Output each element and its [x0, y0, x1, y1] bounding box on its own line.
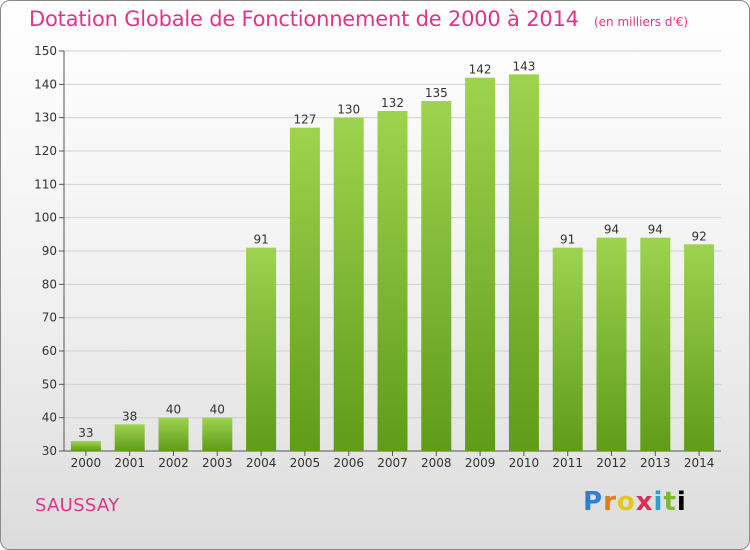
bar-value-label: 92 — [691, 229, 706, 243]
x-tick-label: 2008 — [421, 456, 452, 470]
bar-2009 — [465, 77, 496, 452]
bar-value-label: 135 — [425, 86, 448, 100]
bar-2005 — [289, 127, 320, 452]
y-tick-label: 130 — [34, 111, 57, 125]
commune-name: SAUSSAY — [35, 495, 120, 516]
bar-value-label: 143 — [512, 59, 535, 73]
bar-value-label: 40 — [210, 403, 225, 417]
bar-value-label: 91 — [253, 233, 268, 247]
bar-2010 — [508, 74, 539, 451]
bar-value-label: 33 — [78, 426, 93, 440]
bar-2012 — [596, 237, 627, 451]
bar-value-label: 127 — [293, 113, 316, 127]
x-tick-label: 2012 — [596, 456, 627, 470]
y-tick-label: 150 — [34, 44, 57, 58]
x-tick-label: 2004 — [246, 456, 277, 470]
x-tick-label: 2009 — [465, 456, 496, 470]
proxiti-logo[interactable]: Proxiti — [583, 487, 687, 517]
logo-letter: P — [583, 487, 604, 517]
bar-value-label: 94 — [604, 223, 619, 237]
chart-subtitle: (en milliers d'€) — [593, 15, 689, 29]
x-tick-label: 2005 — [290, 456, 321, 470]
y-tick-label: 90 — [42, 244, 57, 258]
bar-value-label: 142 — [469, 63, 492, 77]
y-tick-label: 50 — [42, 377, 57, 391]
x-tick-label: 2000 — [71, 456, 102, 470]
y-tick-label: 110 — [34, 177, 57, 191]
x-tick-label: 2013 — [640, 456, 671, 470]
bar-value-label: 94 — [648, 223, 663, 237]
chart-title-block: Dotation Globale de Fonctionnement de 20… — [29, 7, 688, 31]
bar-2004 — [246, 247, 277, 451]
y-tick-label: 120 — [34, 144, 57, 158]
bar-2008 — [421, 101, 452, 451]
x-tick-label: 2002 — [158, 456, 189, 470]
bar-value-label: 38 — [122, 409, 137, 423]
logo-letter: r — [603, 487, 617, 517]
bar-2003 — [202, 417, 233, 451]
x-tick-label: 2011 — [552, 456, 583, 470]
bar-2001 — [114, 424, 145, 451]
y-tick-label: 100 — [34, 211, 57, 225]
bar-2000 — [70, 441, 101, 451]
chart-title: Dotation Globale de Fonctionnement de 20… — [29, 7, 579, 31]
y-tick-label: 30 — [42, 444, 57, 458]
y-tick-label: 60 — [42, 344, 57, 358]
bar-2007 — [377, 111, 408, 451]
bar-2011 — [552, 247, 583, 451]
logo-letter: i — [676, 487, 687, 517]
bar-value-label: 132 — [381, 96, 404, 110]
y-tick-label: 80 — [42, 277, 57, 291]
logo-letter: o — [616, 487, 636, 517]
bar-2014 — [684, 244, 715, 451]
logo-letter: t — [663, 487, 677, 517]
x-tick-label: 2007 — [377, 456, 408, 470]
logo-letter: x — [635, 487, 654, 517]
bar-2002 — [158, 417, 189, 451]
y-tick-label: 40 — [42, 411, 57, 425]
x-tick-label: 2006 — [333, 456, 364, 470]
x-tick-label: 2003 — [202, 456, 233, 470]
bar-value-label: 130 — [337, 103, 360, 117]
y-tick-label: 70 — [42, 311, 57, 325]
x-tick-label: 2014 — [684, 456, 715, 470]
bar-2013 — [640, 237, 671, 451]
bar-2006 — [333, 117, 364, 452]
logo-letter: i — [653, 487, 664, 517]
x-tick-label: 2010 — [509, 456, 540, 470]
bar-value-label: 40 — [166, 403, 181, 417]
bar-value-label: 91 — [560, 233, 575, 247]
y-tick-label: 140 — [34, 77, 57, 91]
x-tick-label: 2001 — [114, 456, 145, 470]
